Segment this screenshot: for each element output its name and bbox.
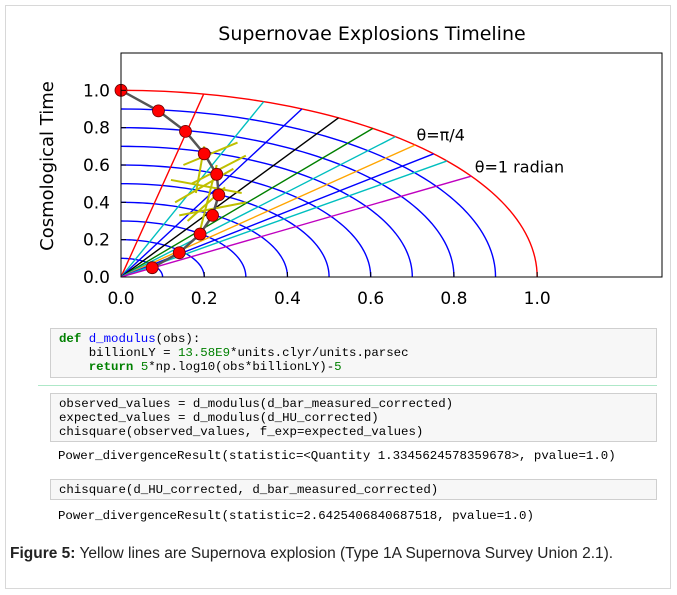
code-cell: chisquare(d_HU_corrected, d_bar_measured… bbox=[50, 479, 657, 500]
chart: Supernovae Explosions Timeline Cosmologi… bbox=[37, 23, 663, 309]
code-line: def d_modulus(obs): bbox=[59, 332, 201, 346]
radial-line bbox=[121, 93, 205, 277]
point bbox=[212, 188, 226, 202]
y-tick-label: 1.0 bbox=[83, 81, 110, 101]
point bbox=[152, 104, 165, 118]
point bbox=[197, 147, 211, 161]
y-tick-label: 0.2 bbox=[83, 231, 110, 251]
radial-line bbox=[121, 108, 303, 277]
code-line: chisquare(observed_values, f_exp=expecte… bbox=[59, 425, 424, 439]
explosion-line bbox=[170, 178, 242, 194]
x-tick-label: 0.4 bbox=[274, 289, 301, 309]
code-cell: def d_modulus(obs): billionLY = 13.58E9*… bbox=[50, 328, 657, 378]
chart-title: Supernovae Explosions Timeline bbox=[218, 23, 525, 45]
y-tick-label: 0.6 bbox=[83, 156, 110, 176]
y-axis-label: Cosmological Time bbox=[37, 81, 58, 251]
cell-output: Power_divergenceResult(statistic=2.64254… bbox=[58, 509, 534, 523]
point bbox=[145, 261, 159, 275]
point bbox=[206, 208, 219, 222]
code-line: expected_values = d_modulus(d_HU_correct… bbox=[59, 411, 379, 425]
code: observed_values = d_modulus(d_bar_measur… bbox=[59, 397, 648, 439]
radial-line bbox=[121, 160, 448, 277]
caption-label: Figure 5: bbox=[10, 545, 76, 562]
cell-output: Power_divergenceResult(statistic=<Quanti… bbox=[58, 449, 616, 463]
radial-line bbox=[121, 144, 416, 277]
point bbox=[172, 246, 186, 260]
code-line: observed_values = d_modulus(d_bar_measur… bbox=[59, 397, 454, 411]
explosion-line bbox=[179, 201, 247, 217]
x-tick-label: 0.2 bbox=[191, 289, 218, 309]
code-line: chisquare(d_HU_corrected, d_bar_measured… bbox=[59, 483, 439, 497]
x-tick-label: 1.0 bbox=[524, 289, 551, 309]
code-cell: observed_values = d_modulus(d_bar_measur… bbox=[50, 393, 657, 442]
curve bbox=[121, 89, 221, 269]
arc bbox=[121, 89, 538, 277]
annotation: θ=π/4 bbox=[416, 126, 464, 145]
x-tick-label: 0.6 bbox=[357, 289, 384, 309]
x-tick-label: 0.8 bbox=[440, 289, 467, 309]
radial-line bbox=[121, 101, 265, 277]
radial-line bbox=[121, 117, 339, 277]
y-tick-label: 0.0 bbox=[83, 268, 110, 288]
caption: Figure 5: Yellow lines are Supernova exp… bbox=[10, 544, 658, 564]
code-line: billionLY = 13.58E9*units.clyr/units.par… bbox=[59, 346, 409, 360]
caption-text: Yellow lines are Supernova explosion (Ty… bbox=[75, 545, 614, 562]
radial-line bbox=[121, 136, 396, 277]
code-line: return 5*np.log10(obs*billionLY)-5 bbox=[88, 360, 342, 374]
annotation: θ=1 radian bbox=[475, 157, 564, 176]
y-tick-label: 0.8 bbox=[83, 119, 110, 139]
point bbox=[193, 227, 207, 241]
axes-frame bbox=[120, 52, 663, 278]
code: def d_modulus(obs): billionLY = 13.58E9*… bbox=[59, 332, 648, 374]
separator bbox=[38, 385, 657, 386]
x-tick-label: 0.0 bbox=[107, 289, 134, 309]
radial-line bbox=[121, 127, 374, 277]
y-tick-label: 0.4 bbox=[83, 193, 110, 213]
code: chisquare(d_HU_corrected, d_bar_measured… bbox=[59, 483, 648, 497]
point bbox=[210, 167, 224, 181]
radial-line bbox=[121, 175, 472, 277]
point bbox=[179, 124, 192, 138]
figure-frame bbox=[5, 5, 671, 589]
